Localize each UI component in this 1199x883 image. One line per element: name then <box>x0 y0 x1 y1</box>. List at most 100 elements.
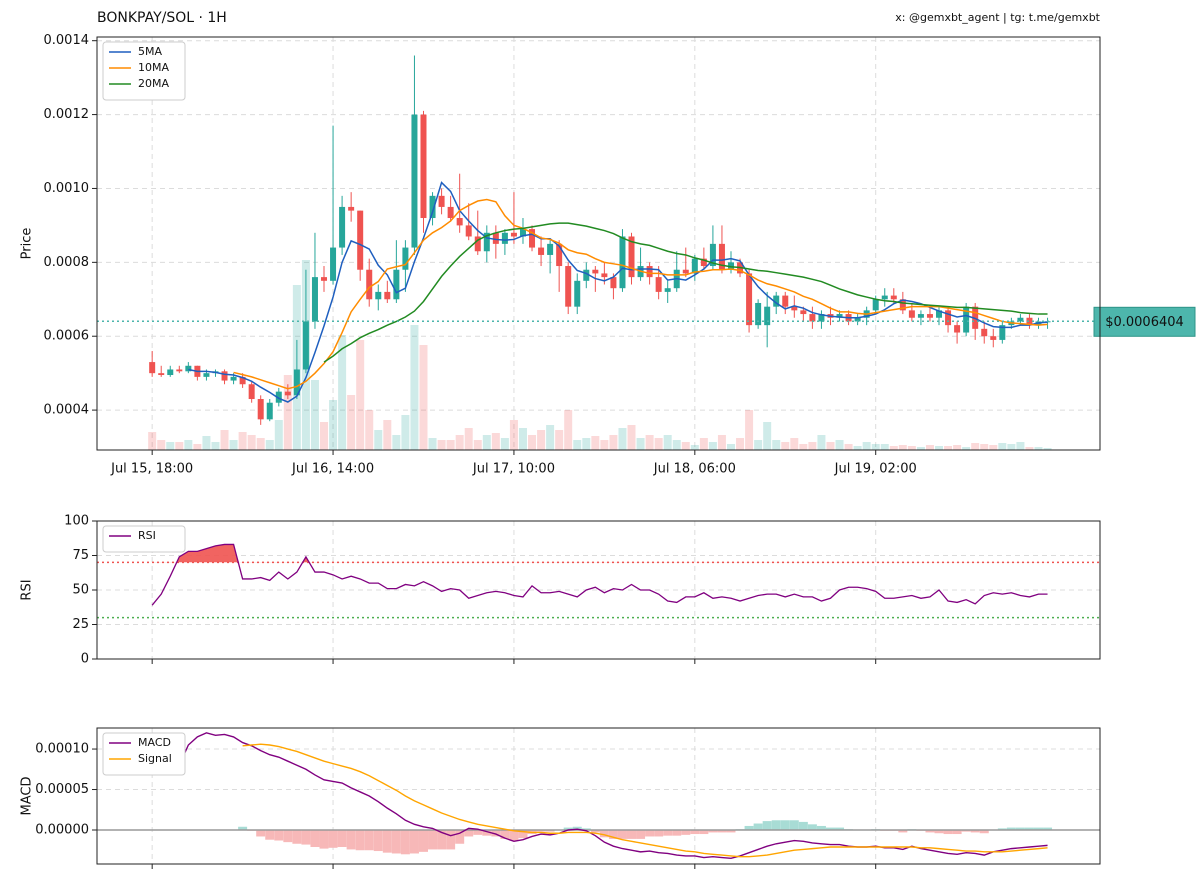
candle-body <box>872 299 879 311</box>
candle-body <box>890 295 897 300</box>
histogram-bar <box>690 830 700 835</box>
candle-body <box>311 277 318 322</box>
histogram-bar <box>301 830 311 845</box>
volume-bar <box>437 440 446 450</box>
plot-frame <box>96 520 1101 660</box>
candle-body <box>981 328 988 337</box>
histogram-bar <box>627 830 637 839</box>
rsi-line <box>151 543 1048 606</box>
volume-bar <box>1025 447 1034 450</box>
histogram-bar <box>771 820 781 830</box>
volume-bar <box>817 435 826 450</box>
y-tick-label: 50 <box>72 583 89 598</box>
volume-bar <box>1016 442 1025 450</box>
volume-bar <box>998 443 1007 450</box>
volume-bar <box>220 430 229 450</box>
volume-bar <box>509 420 518 450</box>
volume-bar <box>419 345 428 450</box>
volume-bar <box>763 422 772 450</box>
histogram-bar <box>256 830 266 837</box>
candle-body <box>366 269 373 300</box>
volume-bar <box>184 440 193 450</box>
candle-body <box>628 236 635 278</box>
y-tick-label: 0.00005 <box>35 782 89 797</box>
candle-body <box>339 206 346 248</box>
candle-body <box>483 232 490 252</box>
volume-bar <box>645 435 654 450</box>
histogram-bar <box>382 830 392 853</box>
volume-bar <box>283 375 292 450</box>
y-tick-label: 0.00010 <box>35 742 89 757</box>
histogram-bar <box>509 830 519 841</box>
candle-body <box>655 277 662 292</box>
candle-body <box>1026 317 1033 326</box>
candle-body <box>239 376 246 385</box>
candle-body <box>266 402 273 420</box>
chart-title: BONKPAY/SOL · 1H <box>97 10 227 26</box>
legend-label: 5MA <box>138 45 162 58</box>
candle-body <box>718 243 725 270</box>
volume-bar <box>310 380 319 450</box>
volume-bar <box>473 440 482 450</box>
candle-body <box>375 291 382 300</box>
volume-bar <box>1007 444 1016 450</box>
volume-bar <box>247 435 256 450</box>
histogram-bar <box>961 830 971 832</box>
overbought-fill <box>176 544 310 563</box>
histogram-bar <box>292 830 302 844</box>
candle-body <box>601 273 608 278</box>
histogram-bar <box>617 830 627 839</box>
histogram-bar <box>518 830 528 839</box>
candle-body <box>926 314 933 318</box>
histogram-bar <box>898 830 908 833</box>
volume-bar <box>464 428 473 450</box>
histogram-bar <box>1015 827 1025 830</box>
candle-body <box>746 273 753 326</box>
candle-body <box>176 369 183 372</box>
candle-body <box>592 269 599 274</box>
histogram-bar <box>789 820 799 830</box>
candle-body <box>700 258 707 267</box>
histogram-bar <box>979 830 989 834</box>
histogram-bar <box>952 830 962 835</box>
candle-body <box>293 369 300 396</box>
volume-bar <box>636 438 645 450</box>
histogram-bar <box>798 821 808 830</box>
volume-bar <box>582 438 591 450</box>
y-tick-label: 25 <box>72 617 89 632</box>
volume-bar <box>428 438 437 450</box>
volume-bar <box>844 444 853 450</box>
y-axis-label: Price <box>20 228 35 260</box>
volume-bar <box>871 444 880 450</box>
legend-label: 20MA <box>138 77 169 90</box>
candle-body <box>501 232 508 244</box>
histogram-bar <box>545 830 555 832</box>
volume-bar <box>528 435 537 450</box>
volume-bar <box>889 446 898 450</box>
volume-bar <box>175 442 184 450</box>
volume-bar <box>681 442 690 450</box>
candle-body <box>158 373 165 376</box>
candle-body <box>574 280 581 307</box>
histogram-bar <box>283 830 293 843</box>
candle-body <box>800 310 807 315</box>
histogram-bar <box>265 830 275 840</box>
macd-line <box>178 732 1048 860</box>
volume-bar <box>980 444 989 450</box>
candle-body <box>583 269 590 281</box>
volume-bar <box>708 442 717 450</box>
histogram-bar <box>825 827 835 830</box>
candle-body <box>854 317 861 322</box>
volume-bar <box>410 325 419 450</box>
chart-subtitle: x: @gemxbt_agent | tg: t.me/gemxbt <box>895 11 1100 24</box>
candle-body <box>492 232 499 244</box>
histogram-bar <box>717 830 727 833</box>
histogram-bar <box>455 830 465 844</box>
volume-bar <box>320 422 329 450</box>
volume-bar <box>907 446 916 450</box>
candle-body <box>474 236 481 252</box>
x-tick-label: Jul 18, 06:00 <box>653 462 736 477</box>
candle-body <box>167 369 174 376</box>
volume-bar <box>916 447 925 450</box>
volume-bar <box>772 440 781 450</box>
